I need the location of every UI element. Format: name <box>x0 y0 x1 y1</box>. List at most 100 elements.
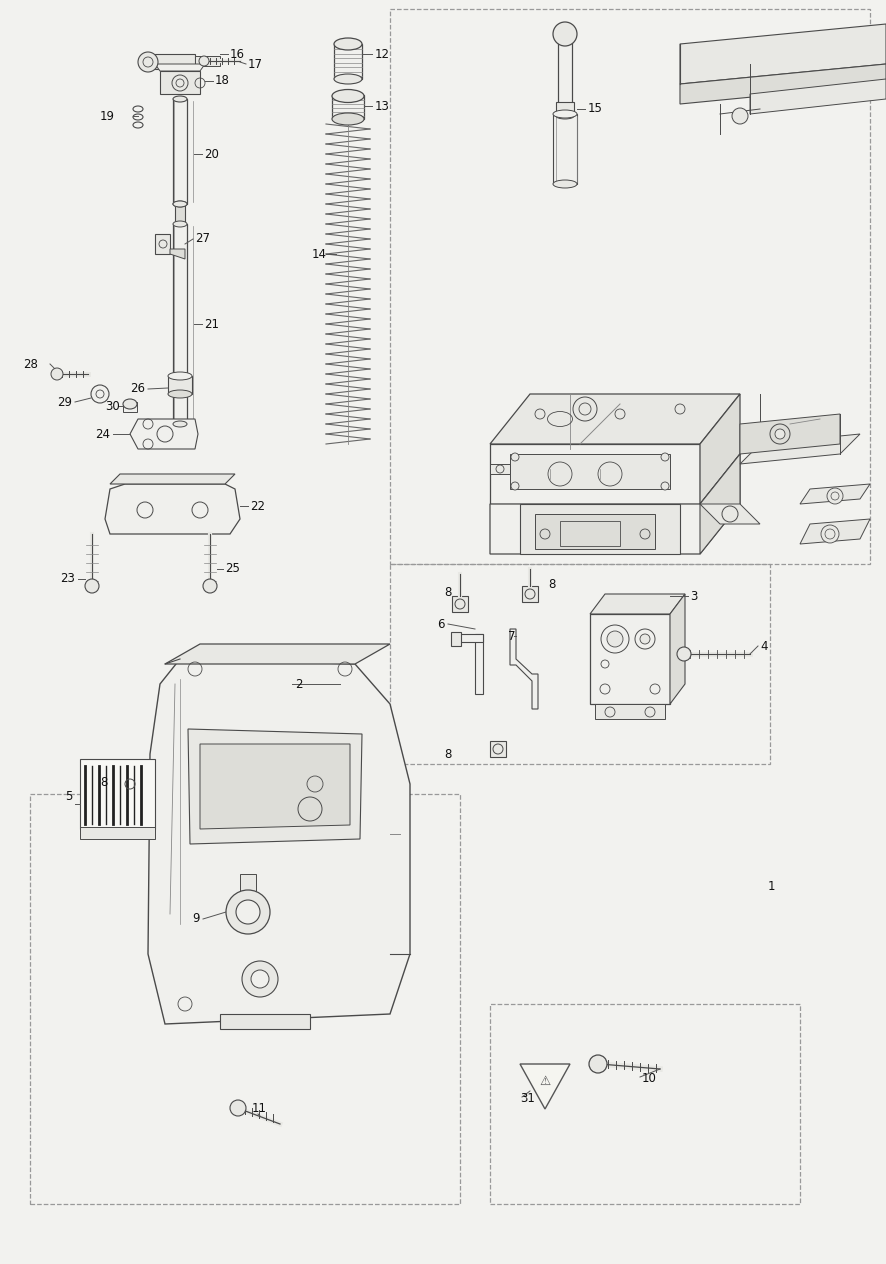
Text: 21: 21 <box>204 317 219 330</box>
Ellipse shape <box>332 112 364 125</box>
Bar <box>80 758 155 829</box>
Ellipse shape <box>173 96 187 102</box>
Circle shape <box>226 890 270 934</box>
Text: 26: 26 <box>130 383 145 396</box>
Ellipse shape <box>334 38 362 51</box>
Bar <box>390 564 770 763</box>
Polygon shape <box>148 659 410 1024</box>
Ellipse shape <box>173 201 187 207</box>
Circle shape <box>51 368 63 380</box>
Bar <box>553 114 577 185</box>
Text: 5: 5 <box>65 790 72 803</box>
Text: 29: 29 <box>57 396 72 408</box>
Bar <box>30 794 460 1205</box>
Polygon shape <box>105 484 240 533</box>
Polygon shape <box>155 64 205 71</box>
Bar <box>595 704 665 719</box>
Text: 12: 12 <box>375 48 390 61</box>
Text: 10: 10 <box>642 1072 657 1086</box>
Bar <box>332 95 364 119</box>
Text: 19: 19 <box>100 110 115 123</box>
Bar <box>558 35 572 104</box>
Text: 15: 15 <box>588 102 602 115</box>
Bar <box>505 449 675 494</box>
Polygon shape <box>670 594 685 704</box>
Circle shape <box>675 404 685 415</box>
Polygon shape <box>800 484 870 504</box>
Polygon shape <box>680 64 886 104</box>
Text: 28: 28 <box>23 358 38 370</box>
Polygon shape <box>590 614 670 704</box>
Circle shape <box>511 453 519 461</box>
Polygon shape <box>520 1064 570 1109</box>
Bar <box>475 635 483 694</box>
Polygon shape <box>750 78 886 114</box>
Bar <box>80 827 155 839</box>
Polygon shape <box>188 729 362 844</box>
Ellipse shape <box>553 110 577 118</box>
Bar <box>510 454 670 489</box>
Polygon shape <box>160 71 200 94</box>
Bar <box>175 204 185 224</box>
Circle shape <box>85 579 99 593</box>
Text: 6: 6 <box>438 618 445 631</box>
Bar <box>173 224 187 423</box>
Circle shape <box>589 1055 607 1073</box>
Bar <box>173 99 187 204</box>
Polygon shape <box>520 504 680 554</box>
Bar <box>535 514 655 549</box>
Circle shape <box>199 56 209 66</box>
Bar <box>452 597 468 612</box>
Circle shape <box>635 629 655 648</box>
Polygon shape <box>130 418 198 449</box>
Circle shape <box>553 21 577 46</box>
Ellipse shape <box>556 112 574 119</box>
Polygon shape <box>700 454 740 554</box>
Text: 13: 13 <box>375 100 390 112</box>
Polygon shape <box>700 394 740 504</box>
Circle shape <box>677 647 691 661</box>
Bar <box>122 776 138 793</box>
Circle shape <box>615 410 625 418</box>
Text: 1: 1 <box>768 880 775 892</box>
Text: 25: 25 <box>225 562 240 575</box>
Bar <box>560 521 620 546</box>
Polygon shape <box>490 444 700 504</box>
Text: 16: 16 <box>230 48 245 61</box>
Polygon shape <box>195 56 220 66</box>
Polygon shape <box>165 643 390 664</box>
Bar <box>490 1004 800 1205</box>
Circle shape <box>640 635 650 643</box>
Polygon shape <box>680 24 886 83</box>
Polygon shape <box>110 474 235 484</box>
Circle shape <box>535 410 545 418</box>
Text: 18: 18 <box>215 75 229 87</box>
Circle shape <box>775 428 785 439</box>
Bar <box>556 102 574 116</box>
Polygon shape <box>200 744 350 829</box>
Polygon shape <box>155 54 195 70</box>
Ellipse shape <box>168 391 192 398</box>
Text: 30: 30 <box>105 399 120 412</box>
Ellipse shape <box>553 179 577 188</box>
Bar <box>522 586 538 602</box>
Ellipse shape <box>332 90 364 102</box>
Ellipse shape <box>123 399 137 410</box>
Polygon shape <box>590 594 685 614</box>
Circle shape <box>236 900 260 924</box>
Polygon shape <box>490 464 510 474</box>
Text: ⚠: ⚠ <box>540 1074 550 1087</box>
Bar <box>168 375 192 394</box>
Circle shape <box>607 631 623 647</box>
Text: 27: 27 <box>195 233 210 245</box>
Bar <box>240 873 256 894</box>
Text: 20: 20 <box>204 148 219 161</box>
Circle shape <box>821 525 839 544</box>
Circle shape <box>203 579 217 593</box>
Text: 8: 8 <box>101 776 108 789</box>
Circle shape <box>176 78 184 87</box>
Text: 14: 14 <box>312 248 327 260</box>
Polygon shape <box>170 249 185 259</box>
Polygon shape <box>510 629 538 709</box>
Circle shape <box>661 453 669 461</box>
